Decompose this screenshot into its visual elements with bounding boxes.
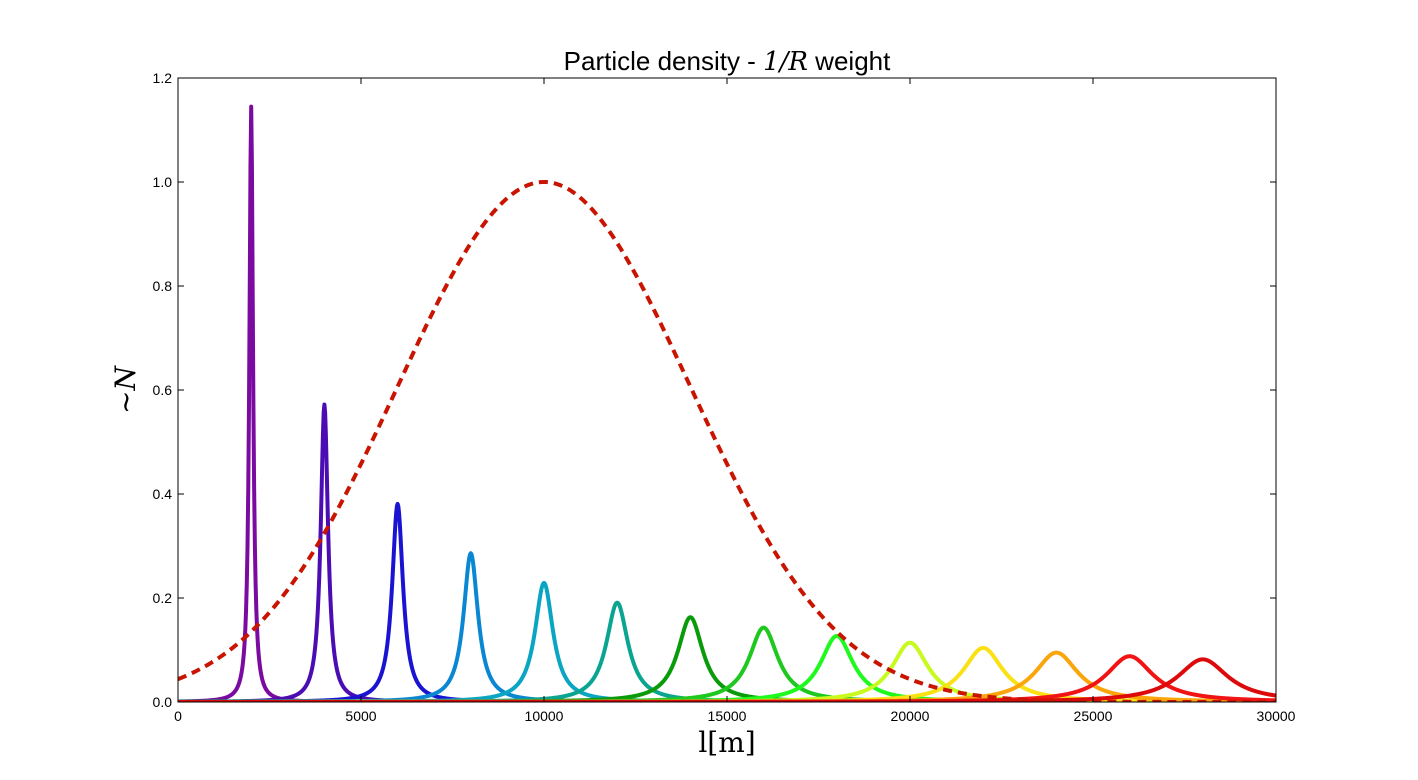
y-tick-label: 0.6	[153, 382, 173, 398]
chart-title: Particle density - 1/R weight	[564, 46, 891, 77]
plot-area	[178, 104, 1276, 702]
series-line-peak-26000	[178, 654, 1276, 702]
chart-title-prefix: Particle density -	[564, 46, 763, 76]
axis-ticks: 0 5000 10000 15000 20000 25000 30000 0.0 0.2 0.4 0…	[153, 70, 1296, 724]
x-tick-label: 20000	[891, 708, 930, 724]
series-line-peak-24000	[178, 650, 1276, 702]
x-tick-label: 10000	[525, 708, 564, 724]
series-line-gaussian	[178, 180, 1276, 702]
axes-frame	[177, 77, 1277, 703]
series-line-peak-2000	[178, 104, 1276, 702]
y-tick-label: 0.8	[153, 278, 173, 294]
x-tick-label: 0	[174, 708, 182, 724]
chart-title-suffix: weight	[808, 46, 891, 76]
chart-title-math: 1/R	[763, 47, 808, 77]
series-line-peak-8000	[178, 551, 1276, 702]
x-axis-label: l[m]	[698, 726, 755, 759]
x-tick-label: 15000	[708, 708, 747, 724]
svg-text:Particle density - 1/R weight: Particle density - 1/R weight	[564, 46, 891, 77]
x-tick-label: 30000	[1257, 708, 1296, 724]
y-tick-label: 0.2	[153, 590, 173, 606]
y-tick-label: 0.4	[153, 486, 173, 502]
y-tick-label: 0.0	[153, 694, 173, 710]
y-axis-label: ~N	[109, 365, 142, 414]
y-tick-label: 1.2	[153, 70, 173, 86]
x-tick-label: 5000	[345, 708, 376, 724]
y-tick-label: 1.0	[153, 174, 173, 190]
series-line-peak-28000	[178, 657, 1276, 702]
x-tick-label: 25000	[1074, 708, 1113, 724]
series-line-peak-4000	[178, 402, 1276, 702]
